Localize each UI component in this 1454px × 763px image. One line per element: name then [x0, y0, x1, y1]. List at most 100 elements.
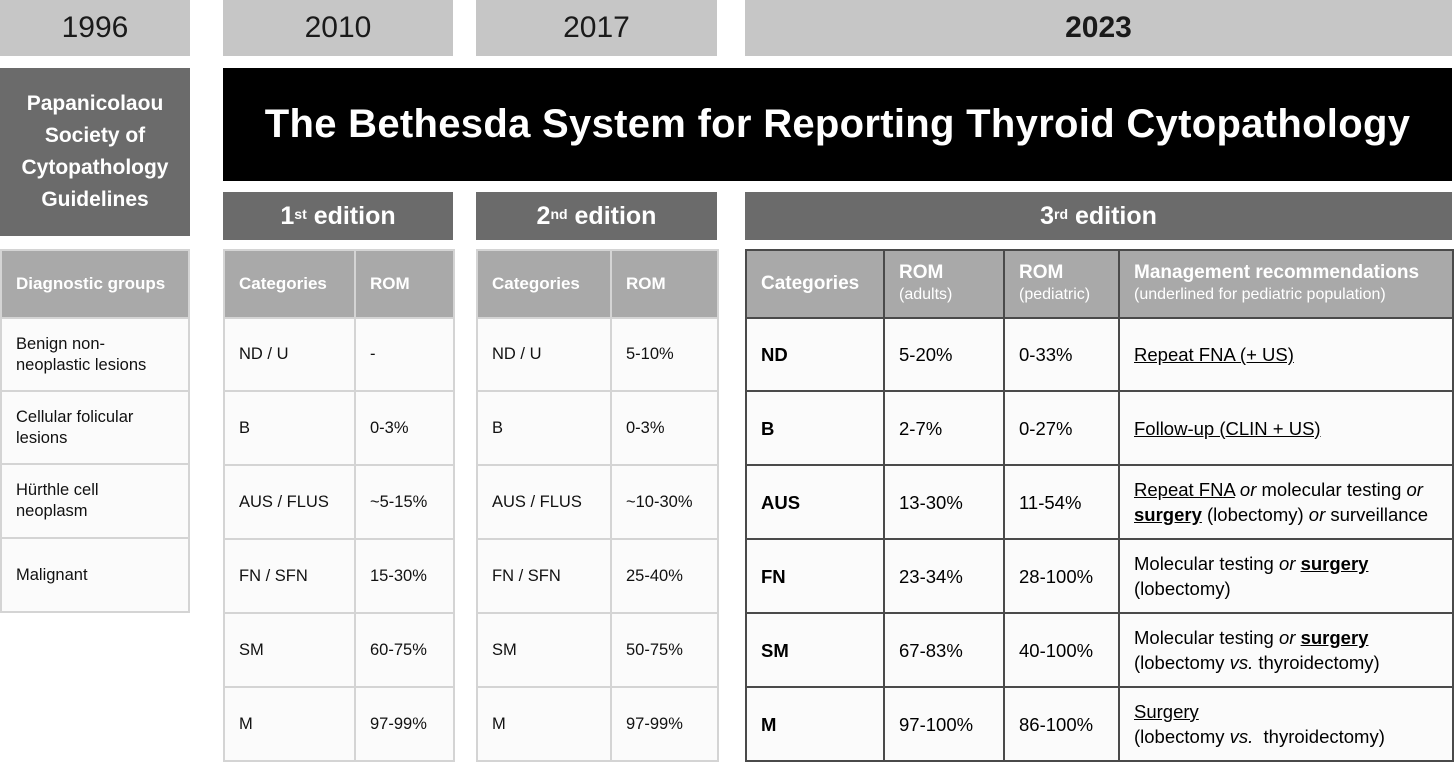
table-row: M 97-100% 86-100% Surgery (lobectomy vs. thy…	[745, 686, 1454, 762]
management-cell: Molecular testing or surgery (lobectomy v…	[1118, 612, 1454, 688]
table-header: Categories	[745, 249, 885, 319]
table-cell: 86-100%	[1003, 686, 1120, 762]
table-row: AUS / FLUS ~5-15%	[223, 464, 455, 540]
edition-1-table: Categories ROM ND / U - B 0-3% AUS / FLUS ~5-1…	[223, 249, 455, 762]
table-cell: Hürthle cell neoplasm	[0, 463, 190, 539]
management-text: (lobectomy)	[1201, 504, 1309, 525]
management-line: Follow-up (CLIN + US)	[1134, 416, 1442, 441]
table-cell: SM	[223, 612, 356, 688]
table-row: M 97-99%	[223, 686, 455, 762]
table-cell: B	[476, 390, 612, 466]
table-cell: M	[745, 686, 885, 762]
table-cell: 5-20%	[883, 317, 1005, 392]
management-text: Molecular testing	[1134, 553, 1279, 574]
management-cell: Follow-up (CLIN + US)	[1118, 390, 1454, 466]
management-cell: Surgery (lobectomy vs. thyroidectomy)	[1118, 686, 1454, 762]
table-cell: 97-99%	[610, 686, 719, 762]
table-row: B 0-3%	[223, 390, 455, 466]
table-row: SM 67-83% 40-100% Molecular testing or surg…	[745, 612, 1454, 688]
table-cell: 13-30%	[883, 464, 1005, 540]
management-text: surgery	[1300, 627, 1369, 648]
table-cell: AUS / FLUS	[476, 464, 612, 540]
management-line: Molecular testing or surgery	[1134, 625, 1442, 650]
table-cell: FN / SFN	[476, 538, 612, 614]
management-line: Repeat FNA (+ US)	[1134, 342, 1442, 367]
management-text: (lobectomy	[1134, 652, 1230, 673]
table-cell: 5-10%	[610, 317, 719, 392]
table-cell: 23-34%	[883, 538, 1005, 614]
management-line: Molecular testing or surgery	[1134, 551, 1442, 576]
table-header: Categories	[223, 249, 356, 319]
table-row: AUS 13-30% 11-54% Repeat FNA or molecular t…	[745, 464, 1454, 540]
table-cell: 15-30%	[354, 538, 455, 614]
year-2017: 2017	[476, 0, 717, 56]
edition-2-table: Categories ROM ND / U 5-10% B 0-3% AUS / FLUS…	[476, 249, 719, 762]
table-cell: -	[354, 317, 455, 392]
table-header: ROM	[610, 249, 719, 319]
management-text: thyroidectomy)	[1253, 726, 1385, 747]
table-row: ND 5-20% 0-33% Repeat FNA (+ US)	[745, 317, 1454, 392]
table-row: FN 23-34% 28-100% Molecular testing or surg…	[745, 538, 1454, 614]
edition-label: edition	[1074, 201, 1157, 230]
management-text: or	[1406, 479, 1423, 500]
edition-label: edition	[313, 201, 396, 230]
table-cell: 0-3%	[610, 390, 719, 466]
organization-line: Guidelines	[41, 188, 149, 211]
table-cell: 25-40%	[610, 538, 719, 614]
table-cell: AUS	[745, 464, 885, 540]
management-line: (lobectomy)	[1134, 576, 1442, 601]
edition-suffix: nd	[550, 206, 568, 222]
table-cell: ND / U	[476, 317, 612, 392]
table-cell: B	[223, 390, 356, 466]
table-cell: 2-7%	[883, 390, 1005, 466]
table-row: ND / U 5-10%	[476, 317, 719, 392]
table-cell: 0-33%	[1003, 317, 1120, 392]
management-text: surgery	[1300, 553, 1369, 574]
table-cell: ND / U	[223, 317, 356, 392]
table-cell: 97-99%	[354, 686, 455, 762]
management-text: surgery	[1134, 504, 1202, 525]
management-text: Surgery	[1134, 701, 1199, 722]
management-cell: Repeat FNA (+ US)	[1118, 317, 1454, 392]
management-text: or	[1239, 479, 1257, 500]
table-row: M 97-99%	[476, 686, 719, 762]
edition-number: 3	[1040, 201, 1054, 230]
management-text: vs.	[1229, 652, 1254, 673]
edition-3-table: Categories ROM (adults) ROM (pediatric) Ma…	[745, 249, 1454, 762]
management-text: vs.	[1229, 726, 1254, 747]
organization-line: Cytopathology	[21, 156, 169, 179]
table-cell: 28-100%	[1003, 538, 1120, 614]
table-cell: FN	[745, 538, 885, 614]
management-text: Follow-up (CLIN + US)	[1134, 417, 1321, 439]
management-text: or	[1278, 553, 1296, 574]
management-text: (lobectomy)	[1134, 578, 1231, 599]
table-header: Categories	[476, 249, 612, 319]
table-row: SM 50-75%	[476, 612, 719, 688]
table-row: ND / U-	[223, 317, 455, 392]
year-2023: 2023	[745, 0, 1452, 56]
management-line: surgery (lobectomy) or surveillance	[1134, 502, 1442, 527]
table-cell: 0-27%	[1003, 390, 1120, 466]
table-header: ROM	[354, 249, 455, 319]
table-cell: 67-83%	[883, 612, 1005, 688]
table-cell: 50-75%	[610, 612, 719, 688]
year-2010: 2010	[223, 0, 453, 56]
management-text: (lobectomy	[1134, 726, 1230, 747]
management-text: Repeat FNA	[1134, 479, 1235, 500]
table-cell: ~5-15%	[354, 464, 455, 540]
table-cell: Cellular folicular lesions	[0, 390, 190, 465]
management-line: Surgery	[1134, 699, 1442, 724]
organization-line: Papanicolaou	[26, 92, 164, 115]
table-cell: AUS / FLUS	[223, 464, 356, 540]
table-cell: SM	[476, 612, 612, 688]
table-row: FN / SFN 25-40%	[476, 538, 719, 614]
table-row: B 0-3%	[476, 390, 719, 466]
table-row: FN / SFN 15-30%	[223, 538, 455, 614]
edition-number: 2	[536, 201, 551, 230]
management-text: thyroidectomy)	[1253, 652, 1380, 673]
management-text: Molecular testing	[1134, 627, 1279, 648]
organization-line: Society of	[44, 124, 146, 147]
table-cell: SM	[745, 612, 885, 688]
